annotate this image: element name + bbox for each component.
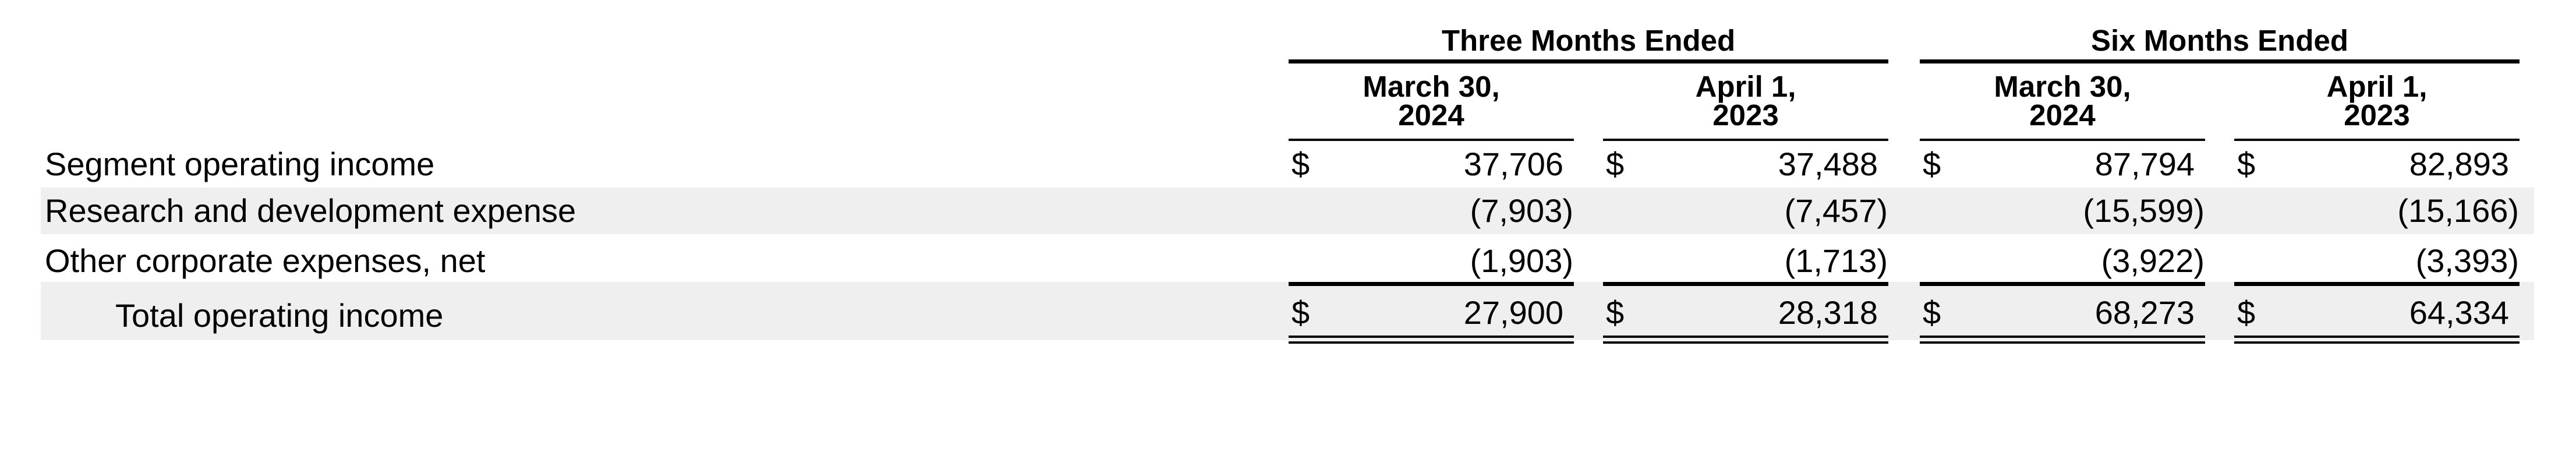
group-header-three-months: Three Months Ended xyxy=(1441,24,1736,57)
group-rule-six-months xyxy=(1920,59,2520,63)
currency-symbol: $ xyxy=(1291,146,1310,182)
row-label-research-and-development-expense: Research and development expense xyxy=(45,192,576,229)
value-cell: (1,713) xyxy=(1784,242,1888,279)
value-cell: 64,334 xyxy=(2409,294,2509,331)
column-header: March 30, 2024 xyxy=(1289,70,1574,132)
column-header: April 1, 2023 xyxy=(1603,70,1888,132)
currency-symbol: $ xyxy=(1606,294,1625,331)
value-cell: (3,922) xyxy=(2101,242,2205,279)
total-double-rule-upper xyxy=(1289,336,1574,338)
row-label-other-corporate-expenses: Other corporate expenses, net xyxy=(45,242,486,279)
total-double-rule-lower xyxy=(2234,341,2520,344)
row-band-total xyxy=(41,282,2534,340)
group-rule-three-months xyxy=(1289,59,1888,63)
value-cell: 37,706 xyxy=(1463,146,1563,182)
value-cell: (15,599) xyxy=(2083,192,2205,229)
column-header: April 1, 2023 xyxy=(2234,70,2520,132)
column-header-line2: 2023 xyxy=(2344,98,2410,132)
total-double-rule-upper xyxy=(1603,336,1888,338)
currency-symbol: $ xyxy=(1923,146,1941,182)
row-label-total-operating-income: Total operating income xyxy=(115,297,444,334)
value-cell: 87,794 xyxy=(2094,146,2195,182)
total-top-rule xyxy=(1920,282,2205,286)
column-header-line2: 2024 xyxy=(1398,98,1464,132)
total-double-rule-lower xyxy=(1603,341,1888,344)
value-cell: (15,166) xyxy=(2397,192,2519,229)
row-band-research xyxy=(41,188,2534,234)
value-cell: 27,900 xyxy=(1463,294,1563,331)
total-double-rule-lower xyxy=(1289,341,1574,344)
currency-symbol: $ xyxy=(1291,294,1310,331)
value-cell: (7,903) xyxy=(1470,192,1573,229)
column-header-line2: 2024 xyxy=(2029,98,2096,132)
currency-symbol: $ xyxy=(2237,294,2256,331)
total-top-rule xyxy=(1289,282,1574,286)
column-header-line1: March 30, xyxy=(1994,70,2131,103)
total-double-rule-upper xyxy=(2234,336,2520,338)
value-cell: (3,393) xyxy=(2415,242,2519,279)
currency-symbol: $ xyxy=(2237,146,2256,182)
total-double-rule-upper xyxy=(1920,336,2205,338)
column-header-rule xyxy=(2234,139,2520,141)
value-cell: 82,893 xyxy=(2409,146,2509,182)
column-header-line1: March 30, xyxy=(1363,70,1500,103)
column-header-line2: 2023 xyxy=(1712,98,1779,132)
total-top-rule xyxy=(2234,282,2520,286)
total-top-rule xyxy=(1603,282,1888,286)
currency-symbol: $ xyxy=(1923,294,1941,331)
column-header-line1: April 1, xyxy=(1695,70,1796,103)
column-header-line1: April 1, xyxy=(2326,70,2428,103)
currency-symbol: $ xyxy=(1606,146,1625,182)
value-cell: 37,488 xyxy=(1778,146,1878,182)
column-header: March 30, 2024 xyxy=(1920,70,2205,132)
value-cell: (7,457) xyxy=(1784,192,1888,229)
column-header-rule xyxy=(1920,139,2205,141)
total-double-rule-lower xyxy=(1920,341,2205,344)
group-header-six-months: Six Months Ended xyxy=(2090,24,2349,57)
column-header-rule xyxy=(1603,139,1888,141)
row-label-segment-operating-income: Segment operating income xyxy=(45,146,435,182)
column-header-rule xyxy=(1289,139,1574,141)
value-cell: 28,318 xyxy=(1778,294,1878,331)
value-cell: 68,273 xyxy=(2094,294,2195,331)
value-cell: (1,903) xyxy=(1470,242,1573,279)
